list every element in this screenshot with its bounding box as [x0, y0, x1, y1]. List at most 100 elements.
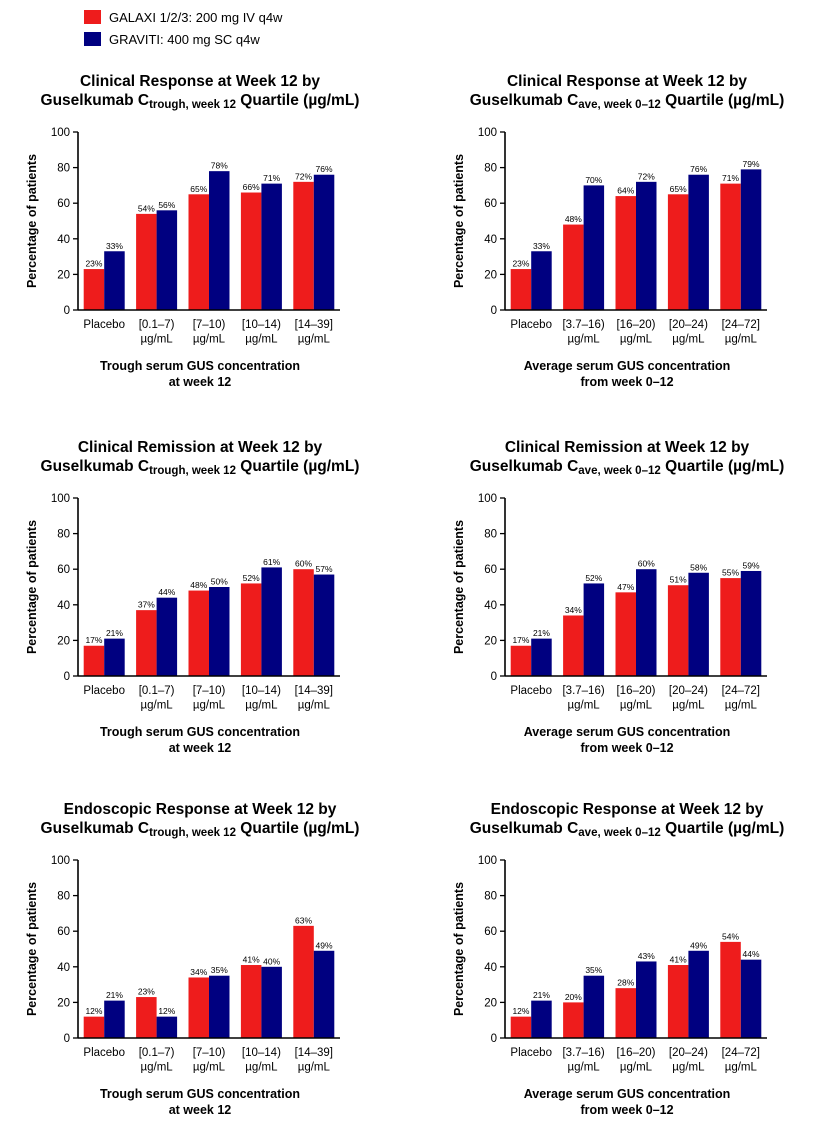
bar-galaxi: [136, 213, 157, 310]
bar-graviti: [313, 950, 335, 1038]
x-tick-label-line: µg/mL: [620, 1062, 653, 1074]
y-tick-label: 60: [57, 926, 70, 938]
x-tick-label-line: µg/mL: [193, 1062, 226, 1074]
bar-graviti: [209, 975, 230, 1038]
x-tick-label-line: µg/mL: [672, 334, 705, 346]
data-label: 28%: [617, 978, 634, 988]
x-axis-label-line2: from week 0–12: [580, 741, 674, 755]
chart-title-line1: Endoscopic Response at Week 12 by: [63, 801, 337, 818]
x-tick-label: Placebo: [83, 319, 125, 331]
chart-title-line2: Guselkumab Cave, week 0–12 Quartile (µg/…: [427, 457, 815, 481]
data-label: 70%: [585, 175, 602, 185]
bar-graviti: [583, 975, 605, 1038]
y-tick-label: 20: [484, 997, 497, 1009]
data-label: 37%: [138, 600, 155, 610]
chart-title-prefix: Guselkumab C: [40, 92, 150, 109]
bar-galaxi: [240, 583, 262, 676]
bar-galaxi: [240, 192, 262, 310]
data-label: 23%: [138, 987, 155, 997]
chart-title-line2: Guselkumab Ctrough, week 12 Quartile (µg…: [0, 819, 400, 843]
y-tick-label: 40: [57, 962, 70, 974]
x-axis-label-line1: Average serum GUS concentration: [523, 1087, 731, 1101]
data-label: 65%: [670, 184, 687, 194]
data-label: 72%: [638, 171, 655, 181]
bar-graviti: [209, 587, 230, 676]
data-label: 34%: [190, 967, 207, 977]
data-label: 63%: [295, 915, 312, 925]
chart-panel-1: Clinical Response at Week 12 by Guselkuma…: [0, 70, 400, 420]
y-axis-label: Percentage of patients: [25, 882, 39, 1016]
x-tick-label: [16–20) µg/mL: [616, 685, 655, 712]
chart-title-line1: Clinical Remission at Week 12 by: [504, 439, 750, 456]
y-tick-label: 80: [484, 891, 497, 903]
y-tick-label: 80: [484, 529, 497, 541]
bar-galaxi: [293, 181, 314, 310]
data-label: 56%: [158, 200, 175, 210]
chart-plot: Percentage of patients 0 20 40 60 80 100 12% 21%…: [452, 855, 767, 1074]
data-label: 76%: [316, 164, 333, 174]
chart-title: Clinical Response at Week 12 by Guselkuma…: [0, 72, 400, 115]
chart-title-subscript: trough, week 12: [149, 99, 236, 111]
bar-galaxi: [83, 269, 105, 310]
bar-galaxi: [720, 183, 741, 310]
bar-graviti: [104, 1000, 125, 1038]
chart-title-prefix: Guselkumab C: [40, 820, 150, 837]
y-tick-label: 40: [484, 962, 497, 974]
x-tick-label-line: [14–39]: [295, 1047, 333, 1059]
x-axis-label: Average serum GUS concentration from week…: [427, 1086, 815, 1118]
y-tick-label: 60: [484, 564, 497, 576]
chart-title-suffix: Quartile (µg/mL): [235, 820, 360, 837]
x-tick-label-line: Placebo: [83, 1047, 125, 1059]
x-tick-label: [14–39] µg/mL: [295, 1047, 333, 1074]
chart-title: Clinical Response at Week 12 by Guselkuma…: [427, 72, 815, 115]
x-tick-label-line: [24–72]: [722, 685, 760, 697]
x-tick-label: [10–14) µg/mL: [242, 319, 281, 346]
bar-graviti: [688, 572, 709, 676]
x-tick-label: Placebo: [510, 319, 552, 331]
bar-galaxi: [510, 645, 532, 676]
x-tick-label-line: Placebo: [510, 1047, 552, 1059]
chart-title: Endoscopic Response at Week 12 by Guselku…: [0, 800, 400, 843]
x-tick-label-line: [10–14): [242, 319, 281, 331]
bar-galaxi: [667, 194, 689, 310]
y-tick-label: 0: [64, 1033, 70, 1045]
y-tick-label: 40: [484, 234, 497, 246]
x-axis-label: Trough serum GUS concentration at week 12: [0, 358, 400, 390]
data-label: 12%: [85, 1006, 102, 1016]
x-tick-label: [20–24) µg/mL: [669, 319, 708, 346]
data-label: 57%: [316, 564, 333, 574]
bar-graviti: [261, 567, 282, 676]
x-axis-label-line2: from week 0–12: [580, 1103, 674, 1117]
x-tick-label-line: Placebo: [83, 685, 125, 697]
y-tick-label: 100: [478, 855, 497, 867]
x-tick-label: [0.1–7) µg/mL: [139, 685, 175, 712]
chart-panel-4: Clinical Remission at Week 12 by Guselkum…: [427, 436, 815, 786]
data-label: 43%: [638, 951, 655, 961]
bar-galaxi: [293, 569, 314, 676]
y-tick-label: 80: [484, 163, 497, 175]
chart-title-line2: Guselkumab Ctrough, week 12 Quartile (µg…: [0, 457, 400, 481]
chart-title: Clinical Remission at Week 12 by Guselkum…: [0, 438, 400, 481]
x-tick-label-line: [20–24): [669, 685, 708, 697]
chart-title-line1: Clinical Response at Week 12 by: [79, 73, 321, 90]
x-tick-label: [24–72] µg/mL: [722, 685, 760, 712]
x-axis-label: Trough serum GUS concentration at week 12: [0, 724, 400, 756]
data-label: 47%: [617, 582, 634, 592]
legend: GALAXI 1/2/3: 200 mg IV q4w GRAVITI: 400…: [84, 6, 282, 50]
x-axis-label-line2: at week 12: [168, 375, 232, 389]
y-tick-label: 0: [491, 305, 497, 317]
chart-title-subscript: ave, week 0–12: [578, 99, 661, 111]
bar-graviti: [261, 966, 282, 1038]
data-label: 58%: [690, 562, 707, 572]
chart-title-prefix: Guselkumab C: [469, 458, 579, 475]
bar-graviti: [636, 961, 657, 1038]
y-tick-label: 40: [57, 234, 70, 246]
x-axis-label-line1: Trough serum GUS concentration: [99, 1087, 301, 1101]
y-tick-label: 0: [64, 305, 70, 317]
bar-graviti: [104, 638, 125, 676]
y-tick-label: 60: [484, 198, 497, 210]
x-tick-label-line: Placebo: [510, 319, 552, 331]
x-tick-label-line: µg/mL: [725, 1062, 758, 1074]
bar-galaxi: [83, 1016, 105, 1038]
